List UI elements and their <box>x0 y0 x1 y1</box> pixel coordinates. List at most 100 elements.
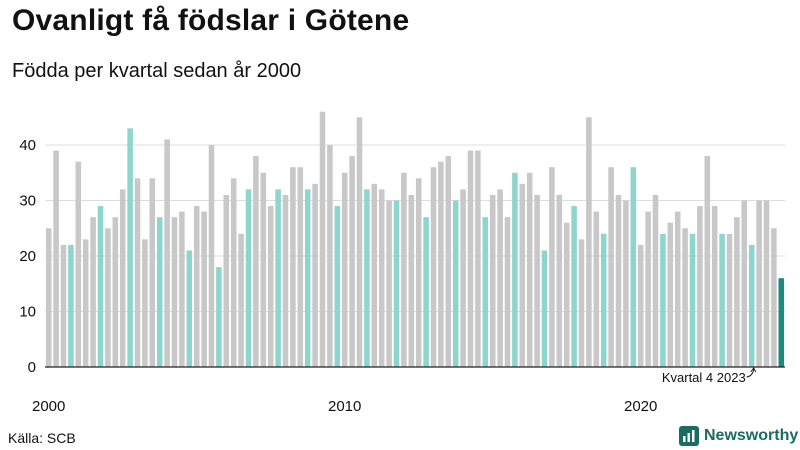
bar <box>674 211 681 367</box>
bar <box>112 217 119 367</box>
bar <box>45 228 52 367</box>
bar <box>386 200 392 367</box>
bar <box>105 228 111 367</box>
bar <box>667 222 674 367</box>
bar <box>504 217 511 367</box>
bar <box>526 172 533 367</box>
bar <box>600 233 607 367</box>
bar <box>571 206 577 367</box>
bar <box>697 206 703 367</box>
bar <box>134 178 141 367</box>
bar <box>771 228 777 367</box>
bar <box>356 117 363 367</box>
bar <box>512 172 518 367</box>
bar <box>253 156 259 367</box>
bar <box>349 156 355 367</box>
x-tick-label: 2010 <box>328 398 361 415</box>
chart-subtitle: Födda per kvartal sedan år 2000 <box>12 60 302 82</box>
brand-logo: Newsworthy <box>679 426 798 446</box>
bar <box>216 267 222 367</box>
bar <box>334 206 341 367</box>
bar <box>415 178 422 367</box>
bar <box>460 189 466 367</box>
bar <box>734 217 740 367</box>
bar <box>127 128 133 367</box>
y-tick-label: 20 <box>19 248 36 265</box>
bar <box>756 200 762 367</box>
bar <box>53 150 59 367</box>
bar <box>475 150 481 367</box>
bar <box>193 206 200 367</box>
bar <box>327 145 333 367</box>
bar <box>401 172 407 367</box>
bar <box>260 172 267 367</box>
bar <box>171 217 178 367</box>
bar <box>364 189 370 367</box>
bar <box>748 244 755 367</box>
bar <box>482 217 489 367</box>
bar <box>119 189 126 367</box>
bar <box>90 217 96 367</box>
bar <box>578 239 585 367</box>
bar <box>186 250 193 367</box>
bar <box>726 233 733 367</box>
bar <box>275 189 281 367</box>
bar <box>711 206 718 367</box>
bar <box>660 233 666 367</box>
y-tick-label: 0 <box>28 359 36 376</box>
bar <box>637 244 644 367</box>
bar <box>164 139 170 367</box>
bar <box>68 244 74 367</box>
bar <box>341 172 348 367</box>
bar <box>149 178 156 367</box>
y-tick-label: 40 <box>19 137 36 154</box>
bar <box>630 167 637 367</box>
bar <box>549 167 555 367</box>
bar <box>393 200 400 367</box>
bar <box>719 233 725 367</box>
bar <box>452 200 459 367</box>
bar <box>556 194 563 367</box>
bar <box>312 183 318 367</box>
bar <box>290 167 296 367</box>
bar <box>75 161 82 367</box>
bar <box>60 244 67 367</box>
bar <box>778 278 785 367</box>
bar <box>378 189 385 367</box>
bar <box>519 183 526 367</box>
bar <box>489 194 496 367</box>
bar <box>142 239 148 367</box>
bar <box>645 211 651 367</box>
bar <box>586 117 592 367</box>
source-note: Källa: SCB <box>8 430 76 446</box>
x-tick-label: 2020 <box>624 398 657 415</box>
bar <box>652 194 659 367</box>
bar <box>445 156 452 367</box>
y-tick-label: 30 <box>19 193 36 210</box>
chart-title: Ovanligt få födslar i Götene <box>12 4 410 37</box>
annotation-arrow <box>746 368 755 378</box>
bar <box>82 239 89 367</box>
bar <box>304 189 311 367</box>
bar <box>282 194 289 367</box>
bar <box>534 194 540 367</box>
annotation-arrowhead <box>750 367 757 373</box>
bar <box>97 206 104 367</box>
bar <box>467 150 474 367</box>
bar <box>179 211 185 367</box>
bar <box>238 233 244 367</box>
bar <box>704 156 711 367</box>
bar <box>682 228 688 367</box>
bar <box>615 194 622 367</box>
bar <box>319 111 326 367</box>
annotation-label: Kvartal 4 2023 <box>662 370 746 385</box>
bar <box>208 145 215 367</box>
bar <box>230 178 237 367</box>
brand-name: Newsworthy <box>704 427 799 444</box>
bar <box>423 217 429 367</box>
bar <box>563 222 570 367</box>
y-tick-label: 10 <box>19 304 36 321</box>
newsworthy-logo-icon <box>679 426 699 446</box>
bar <box>201 211 207 367</box>
bar <box>541 250 548 367</box>
